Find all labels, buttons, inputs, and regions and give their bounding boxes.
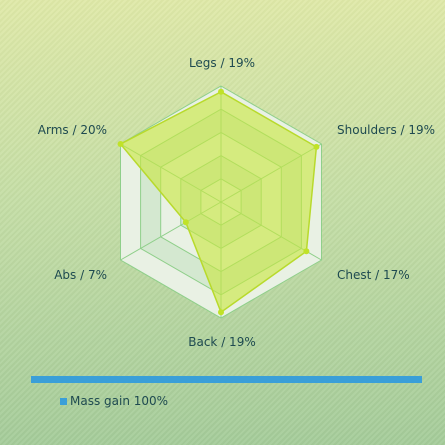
- radar-axis-label-3: Chest / 17%: [337, 268, 410, 282]
- legend-swatch: [60, 397, 67, 405]
- radar-axis-label-5: Abs / 7%: [54, 268, 107, 282]
- radar-point-3: [303, 248, 310, 255]
- radar-point-2: [313, 143, 320, 150]
- radar-axis-label-1: Legs / 19%: [189, 56, 255, 70]
- legend: Mass gain 100%: [60, 394, 168, 408]
- radar-axis-label-6: Arms / 20%: [38, 123, 107, 137]
- radar-axis-label-4: Back / 19%: [188, 335, 255, 349]
- radar-point-5: [182, 219, 189, 226]
- progress-bar: [31, 376, 422, 383]
- progress-bar-fill: [31, 376, 422, 383]
- legend-label: Mass gain 100%: [70, 394, 169, 408]
- radar-point-4: [218, 309, 224, 316]
- radar-point-6: [117, 141, 124, 147]
- radar-axis-label-2: Shoulders / 19%: [337, 123, 435, 137]
- radar-point-1: [218, 88, 224, 95]
